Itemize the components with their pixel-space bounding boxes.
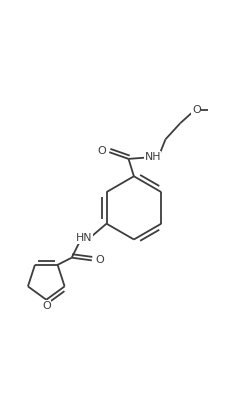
Text: O: O: [97, 146, 106, 156]
Text: HN: HN: [76, 233, 93, 243]
Text: O: O: [42, 301, 51, 310]
Text: NH: NH: [144, 152, 161, 162]
Text: O: O: [95, 255, 104, 265]
Text: O: O: [192, 104, 201, 115]
